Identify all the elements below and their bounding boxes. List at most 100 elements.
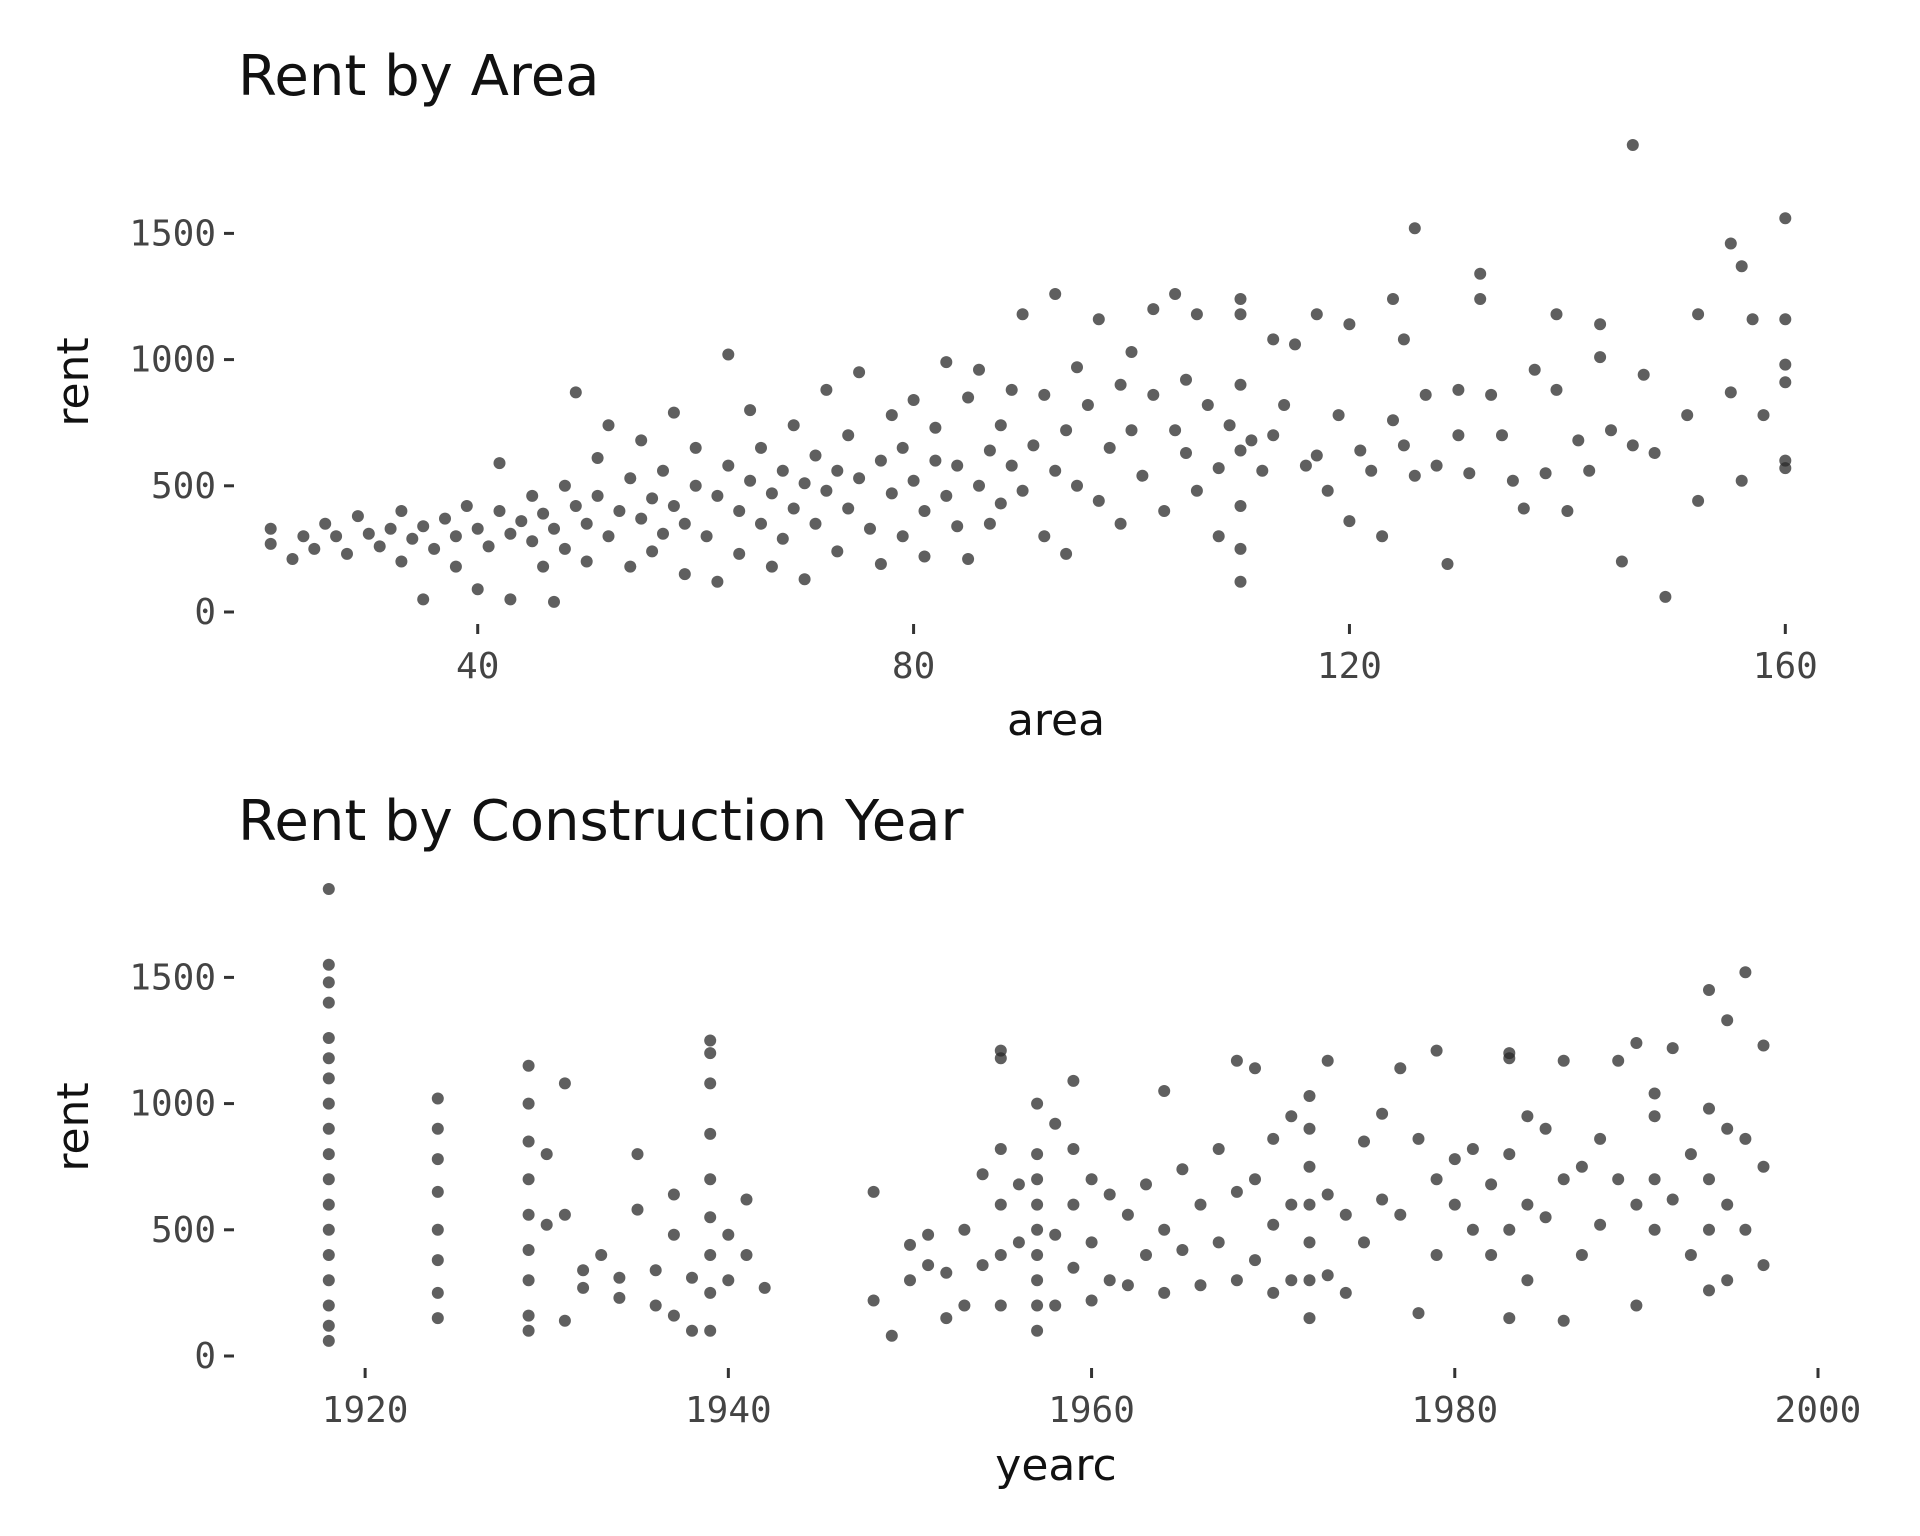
data-point <box>831 545 844 558</box>
data-point <box>776 464 789 477</box>
data-point <box>711 575 724 588</box>
data-point <box>1430 1044 1443 1057</box>
data-point <box>1321 1269 1334 1282</box>
data-point <box>1376 1193 1389 1206</box>
data-point <box>1659 590 1672 603</box>
y-axis-title: rent <box>48 337 99 426</box>
data-point <box>1394 1062 1407 1075</box>
data-point <box>1703 1284 1715 1297</box>
data-point <box>417 520 430 533</box>
data-point <box>1466 1223 1479 1236</box>
data-point <box>1212 1143 1225 1155</box>
data-point <box>1060 424 1073 437</box>
data-point <box>431 1254 444 1267</box>
data-point <box>733 505 746 517</box>
data-point <box>1757 1259 1770 1272</box>
data-point <box>667 1309 680 1322</box>
data-point <box>1103 441 1116 454</box>
data-point <box>522 1244 535 1256</box>
data-point <box>918 505 931 517</box>
data-point <box>1724 386 1737 399</box>
data-point <box>1521 1198 1534 1211</box>
data-point <box>1081 399 1094 411</box>
data-point <box>1412 1307 1425 1320</box>
data-point <box>1031 1148 1044 1161</box>
data-point <box>580 555 593 568</box>
data-point <box>649 1264 662 1277</box>
data-point <box>1176 1163 1189 1176</box>
data-point <box>1692 494 1705 507</box>
data-point <box>504 527 517 540</box>
x-axis: 1920 1940 1960 1980 2000 <box>322 1368 1861 1431</box>
data-point <box>1779 212 1792 225</box>
data-point <box>874 558 887 570</box>
data-point <box>973 363 985 376</box>
data-point <box>471 583 484 596</box>
data-point <box>449 560 462 573</box>
data-point <box>704 1324 717 1337</box>
data-point <box>1121 1208 1134 1221</box>
data-point <box>1267 429 1280 442</box>
y-tick-label: 500 <box>151 1210 216 1251</box>
data-point <box>1249 1173 1261 1186</box>
data-point <box>595 1249 608 1261</box>
data-point <box>809 449 822 462</box>
data-point <box>657 527 669 540</box>
data-point <box>1637 368 1650 381</box>
data-point <box>577 1281 590 1294</box>
data-point <box>540 1148 553 1161</box>
data-point <box>558 1314 571 1327</box>
data-point <box>1648 447 1661 459</box>
data-point <box>522 1274 535 1287</box>
data-point <box>537 507 550 520</box>
data-point <box>722 348 735 361</box>
data-point <box>904 1274 916 1287</box>
data-point <box>711 489 724 502</box>
data-point <box>558 479 571 492</box>
data-point <box>471 522 484 535</box>
data-point <box>1031 1324 1044 1337</box>
data-point <box>322 1223 335 1236</box>
data-point <box>755 517 767 530</box>
data-point <box>994 1249 1007 1261</box>
data-point <box>613 1271 626 1284</box>
data-point <box>820 484 833 497</box>
data-point <box>558 1208 571 1221</box>
data-point <box>1583 464 1596 477</box>
data-point <box>1299 459 1312 472</box>
data-point <box>613 505 626 517</box>
data-point <box>1376 1107 1389 1120</box>
data-point <box>1169 424 1182 437</box>
data-point <box>493 505 506 517</box>
data-point <box>1158 505 1171 517</box>
data-point <box>1303 1160 1316 1173</box>
data-point <box>322 1334 335 1347</box>
data-point <box>1067 1261 1080 1274</box>
data-point <box>1339 1286 1352 1299</box>
data-point <box>548 522 560 535</box>
data-point <box>1594 1132 1607 1145</box>
data-point <box>449 530 462 543</box>
data-point <box>264 522 277 535</box>
data-point <box>867 1185 880 1198</box>
data-point <box>1339 1208 1352 1221</box>
data-point <box>1267 1218 1280 1231</box>
data-point <box>631 1203 644 1216</box>
data-point <box>1666 1042 1679 1055</box>
data-point <box>1176 1244 1189 1256</box>
data-point <box>1249 1062 1261 1075</box>
data-point <box>1448 1153 1461 1166</box>
data-point <box>1212 462 1225 475</box>
data-point <box>515 515 528 528</box>
x-tick-label: 40 <box>456 646 499 687</box>
data-point <box>297 530 310 543</box>
data-point <box>1067 1143 1080 1155</box>
data-point <box>1016 308 1029 321</box>
data-point <box>1230 1274 1243 1287</box>
data-point <box>1267 1286 1280 1299</box>
data-point <box>1572 434 1585 447</box>
x-axis-title: yearc <box>995 1440 1116 1491</box>
data-point <box>1147 388 1160 401</box>
scatter-points <box>264 139 1792 608</box>
data-point <box>1267 333 1280 346</box>
